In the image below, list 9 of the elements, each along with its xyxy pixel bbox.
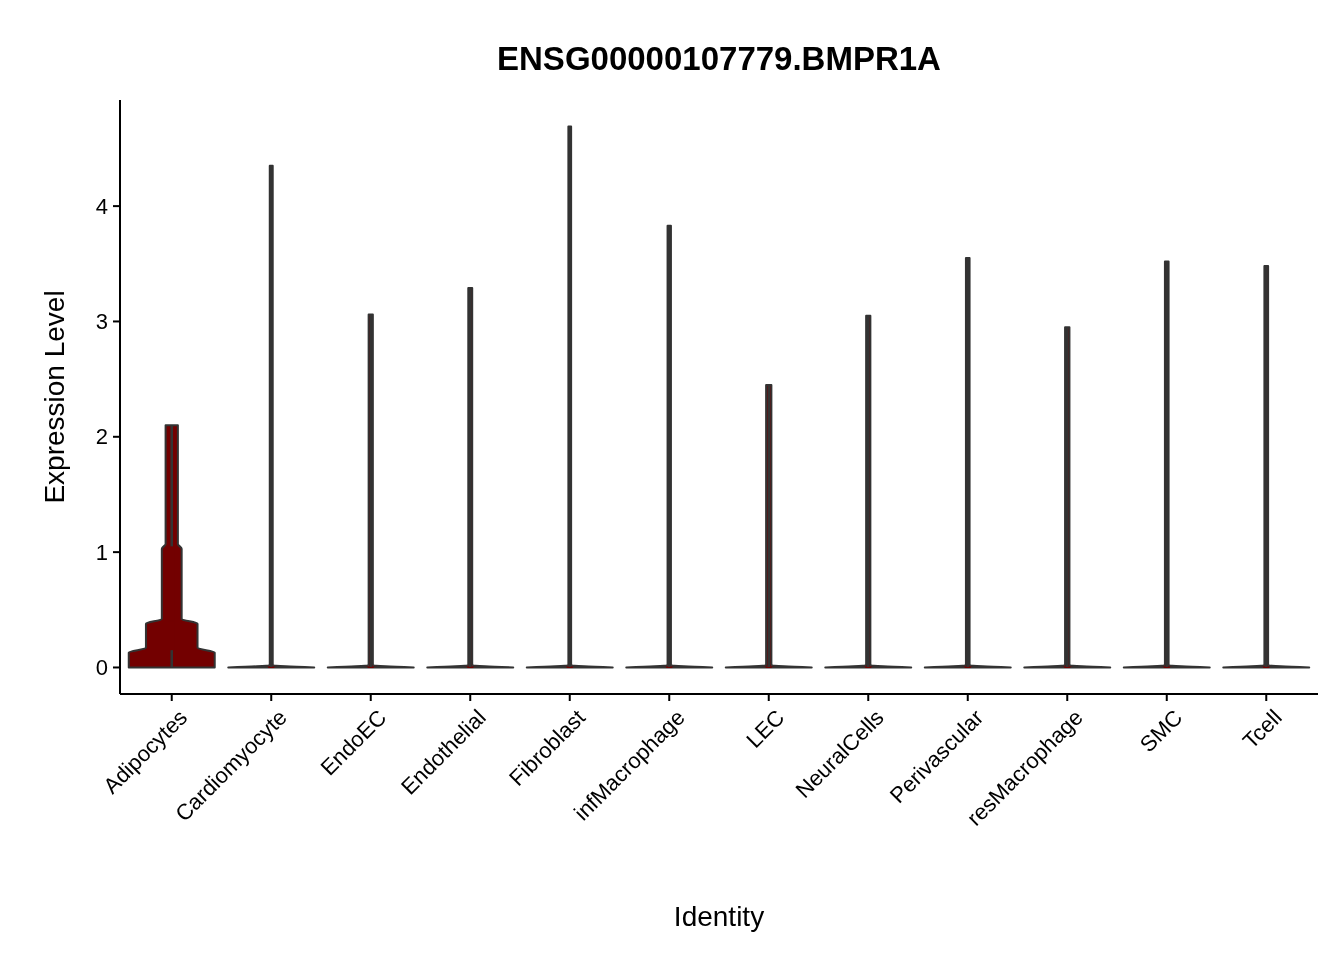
x-axis-title: Identity	[673, 901, 765, 932]
y-axis-title: Expression Level	[39, 290, 70, 504]
y-tick-label: 4	[95, 193, 108, 219]
x-tick-label: LEC	[741, 704, 790, 753]
y-tick-label: 0	[95, 655, 108, 681]
y-tick-label: 2	[95, 424, 108, 450]
y-tick-label: 1	[95, 539, 108, 565]
y-tick-label: 3	[95, 309, 108, 335]
chart-title: ENSG00000107779.BMPR1A	[497, 40, 941, 77]
